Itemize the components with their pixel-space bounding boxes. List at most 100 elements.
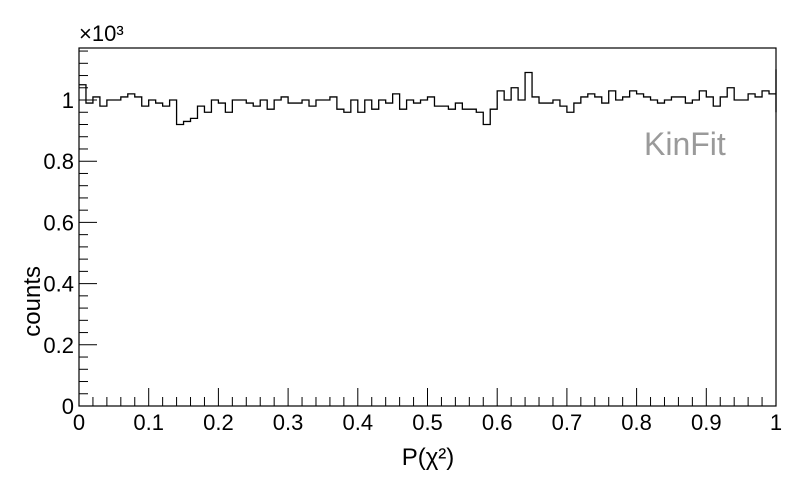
histogram-bin bbox=[407, 100, 414, 406]
histogram-bin bbox=[504, 100, 511, 406]
histogram-bin bbox=[595, 97, 602, 406]
histogram-bin bbox=[316, 100, 323, 406]
x-tick-label: 0.2 bbox=[203, 410, 234, 435]
histogram-bin bbox=[358, 112, 365, 406]
histogram-bin bbox=[184, 121, 191, 406]
histogram-bin bbox=[574, 103, 581, 406]
histogram-bin bbox=[421, 100, 428, 406]
histogram-bin bbox=[246, 103, 253, 406]
histogram-bin bbox=[490, 109, 497, 406]
histogram-bin bbox=[225, 112, 232, 406]
histogram-bin bbox=[288, 103, 295, 406]
histogram-bin bbox=[428, 97, 435, 406]
histogram-bin bbox=[567, 112, 574, 406]
y-tick-label: 0 bbox=[62, 394, 74, 419]
histogram-bin bbox=[469, 109, 476, 406]
y-tick-label: 0.2 bbox=[43, 333, 74, 358]
histogram-bin bbox=[511, 88, 518, 406]
histogram-bin bbox=[532, 97, 539, 406]
histogram-bin bbox=[197, 106, 204, 406]
histogram-bin bbox=[414, 103, 421, 406]
histogram-bin bbox=[128, 94, 135, 406]
x-tick-label: 1 bbox=[770, 410, 782, 435]
histogram-bin bbox=[448, 109, 455, 406]
histogram-bin bbox=[748, 94, 755, 406]
x-tick-label: 0.3 bbox=[273, 410, 304, 435]
y-tick-labels: 0 0.2 0.4 0.6 0.8 1 bbox=[43, 88, 74, 419]
histogram-bin bbox=[455, 103, 462, 406]
y-axis-title: counts bbox=[19, 266, 46, 337]
histogram-bin bbox=[483, 124, 490, 406]
histogram-bin bbox=[602, 103, 609, 406]
histogram-bin bbox=[588, 94, 595, 406]
histogram-bin bbox=[365, 100, 372, 406]
x-tick-label: 0.7 bbox=[552, 410, 583, 435]
histogram-bin bbox=[302, 100, 309, 406]
histogram-bin bbox=[114, 100, 121, 406]
histogram-bin bbox=[267, 109, 274, 406]
histogram-bin bbox=[734, 100, 741, 406]
histogram-bin bbox=[616, 100, 623, 406]
histogram-bin bbox=[121, 97, 128, 406]
y-tick-label: 0.8 bbox=[43, 149, 74, 174]
histogram-bin bbox=[441, 106, 448, 406]
histogram-bin bbox=[232, 100, 239, 406]
histogram-bin bbox=[156, 103, 163, 406]
histogram-bin bbox=[323, 100, 330, 406]
histogram-bin bbox=[170, 100, 177, 406]
histogram-bin bbox=[79, 85, 86, 406]
histogram-bin bbox=[295, 103, 302, 406]
histogram-bin bbox=[253, 106, 260, 406]
x-tick-label: 0.4 bbox=[343, 410, 374, 435]
histogram-bin bbox=[393, 94, 400, 406]
x-tick-label: 0.8 bbox=[621, 410, 652, 435]
histogram-bin bbox=[518, 100, 525, 406]
x-minor-ticks bbox=[78, 388, 777, 406]
histogram-bin bbox=[637, 94, 644, 406]
x-tick-labels: 0 0.1 0.2 0.3 0.4 0.5 0.6 0.7 0.8 0.9 1 bbox=[73, 410, 782, 435]
histogram-bin bbox=[630, 91, 637, 406]
histogram-bin bbox=[462, 109, 469, 406]
histogram-bin bbox=[149, 100, 156, 406]
histogram-bin bbox=[609, 91, 616, 406]
histogram-bin bbox=[553, 100, 560, 406]
histogram-bin bbox=[727, 88, 734, 406]
histogram-bin bbox=[309, 106, 316, 406]
y-tick-label: 0.4 bbox=[43, 272, 74, 297]
histogram-bin bbox=[539, 103, 546, 406]
histogram-bin bbox=[769, 94, 776, 406]
histogram-bin bbox=[142, 106, 149, 406]
x-tick-label: 0 bbox=[73, 410, 85, 435]
histogram-bin bbox=[218, 103, 225, 406]
histogram-bin bbox=[163, 106, 170, 406]
histogram-outline bbox=[79, 69, 777, 126]
histogram-bin bbox=[497, 91, 504, 406]
histogram-bin bbox=[386, 103, 393, 406]
histogram-bin bbox=[344, 112, 351, 406]
histogram-bin bbox=[546, 103, 553, 406]
histogram-bin bbox=[211, 100, 218, 406]
histogram-bin bbox=[107, 100, 114, 406]
x-tick-label: 0.1 bbox=[133, 410, 164, 435]
histogram-bin bbox=[581, 97, 588, 406]
y-multiplier-label: ×10³ bbox=[79, 21, 124, 46]
histogram-bin bbox=[93, 97, 100, 406]
histogram-bin bbox=[560, 106, 567, 406]
histogram-bin bbox=[204, 112, 211, 406]
x-tick-label: 0.9 bbox=[691, 410, 722, 435]
histogram-bin bbox=[191, 118, 198, 406]
histogram-bin bbox=[351, 100, 358, 406]
histogram-bin bbox=[400, 109, 407, 406]
x-tick-label: 0.5 bbox=[412, 410, 443, 435]
histogram-bin bbox=[135, 97, 142, 406]
histogram-bin bbox=[476, 112, 483, 406]
histogram-bin bbox=[525, 72, 532, 406]
histogram-bin bbox=[330, 97, 337, 406]
x-tick-label: 0.6 bbox=[482, 410, 513, 435]
histogram-bin bbox=[260, 100, 267, 406]
histogram-bin bbox=[239, 100, 246, 406]
y-minor-ticks bbox=[79, 50, 97, 407]
histogram-bin bbox=[741, 100, 748, 406]
histogram-bin bbox=[762, 91, 769, 406]
y-tick-label: 1 bbox=[62, 88, 74, 113]
